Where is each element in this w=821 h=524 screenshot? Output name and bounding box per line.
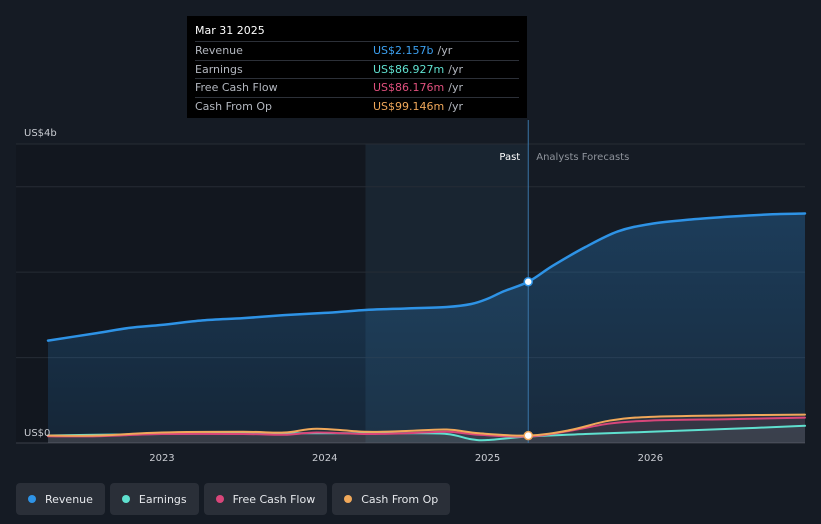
tooltip-row-unit: /yr [448, 62, 463, 76]
legend-label: Revenue [45, 492, 93, 506]
forecast-label: Analysts Forecasts [536, 152, 629, 163]
legend-label: Free Cash Flow [232, 492, 316, 506]
y-axis-bottom-label: US$0 [24, 428, 50, 439]
revenue-line [46, 212, 807, 342]
x-tick-label: 2026 [638, 453, 663, 464]
x-axis-ticks: 2023 2024 2025 2026 [149, 453, 663, 464]
legend-item-free-cash-flow[interactable]: Free Cash Flow [203, 483, 328, 515]
tooltip: Mar 31 2025 Revenue US$2.157b/yr Earnings U… [187, 16, 527, 118]
legend-label: Cash From Op [361, 492, 439, 506]
tooltip-row-value: US$99.146m [373, 99, 445, 113]
tooltip-row-value: US$2.157b [373, 44, 434, 57]
tooltip-row-free-cash-flow: Free Cash Flow US$86.176m/yr [195, 78, 519, 97]
x-tick-label: 2025 [475, 453, 500, 464]
highlight-points [523, 277, 533, 441]
tooltip-rows: Revenue US$2.157b/yr Earnings US$86.927m/yr… [195, 41, 519, 115]
area-layer [48, 213, 805, 443]
series-lines [46, 212, 807, 442]
legend-dot-icon [28, 495, 36, 503]
legend-item-cash-from-op[interactable]: Cash From Op [332, 483, 451, 515]
y-axis-top-label: US$4b [24, 128, 57, 139]
tooltip-row-unit: /yr [437, 44, 453, 57]
legend: Revenue Earnings Free Cash Flow Cash From O… [16, 483, 451, 515]
free-cash-flow-area [48, 417, 805, 443]
tooltip-row-label: Revenue [195, 44, 243, 57]
x-tick-label: 2023 [149, 453, 174, 464]
tooltip-row-value: US$86.176m [373, 81, 445, 94]
legend-dot-icon [215, 495, 224, 503]
tooltip-row-label: Free Cash Flow [195, 81, 278, 94]
tooltip-row-cash-from-op: Cash From Op US$99.146m/yr [195, 96, 519, 116]
tooltip-row-revenue: Revenue US$2.157b/yr [195, 41, 519, 60]
tooltip-row-label: Earnings [195, 62, 243, 76]
legend-dot-icon [121, 495, 130, 503]
revenue-area [48, 213, 805, 443]
free-cash-flow-line [47, 416, 806, 438]
cash-from-op-area [48, 414, 805, 443]
revenue-highlight-point [523, 277, 533, 287]
earnings-area [48, 425, 805, 443]
x-tick-label: 2024 [312, 453, 337, 464]
past-label: Past [499, 152, 520, 163]
tooltip-row-unit: /yr [448, 81, 463, 94]
tooltip-row-unit: /yr [448, 99, 463, 113]
legend-dot-icon [344, 495, 353, 503]
tooltip-row-value: US$86.927m [373, 62, 445, 76]
legend-label: Earnings [138, 492, 187, 506]
legend-item-revenue[interactable]: Revenue [16, 483, 105, 515]
tooltip-date: Mar 31 2025 [195, 24, 265, 37]
cash-from-op-highlight-point [523, 430, 533, 441]
tooltip-row-earnings: Earnings US$86.927m/yr [195, 59, 519, 79]
legend-item-earnings[interactable]: Earnings [109, 483, 199, 515]
cash-from-op-line [47, 413, 806, 437]
tooltip-row-label: Cash From Op [195, 99, 273, 113]
